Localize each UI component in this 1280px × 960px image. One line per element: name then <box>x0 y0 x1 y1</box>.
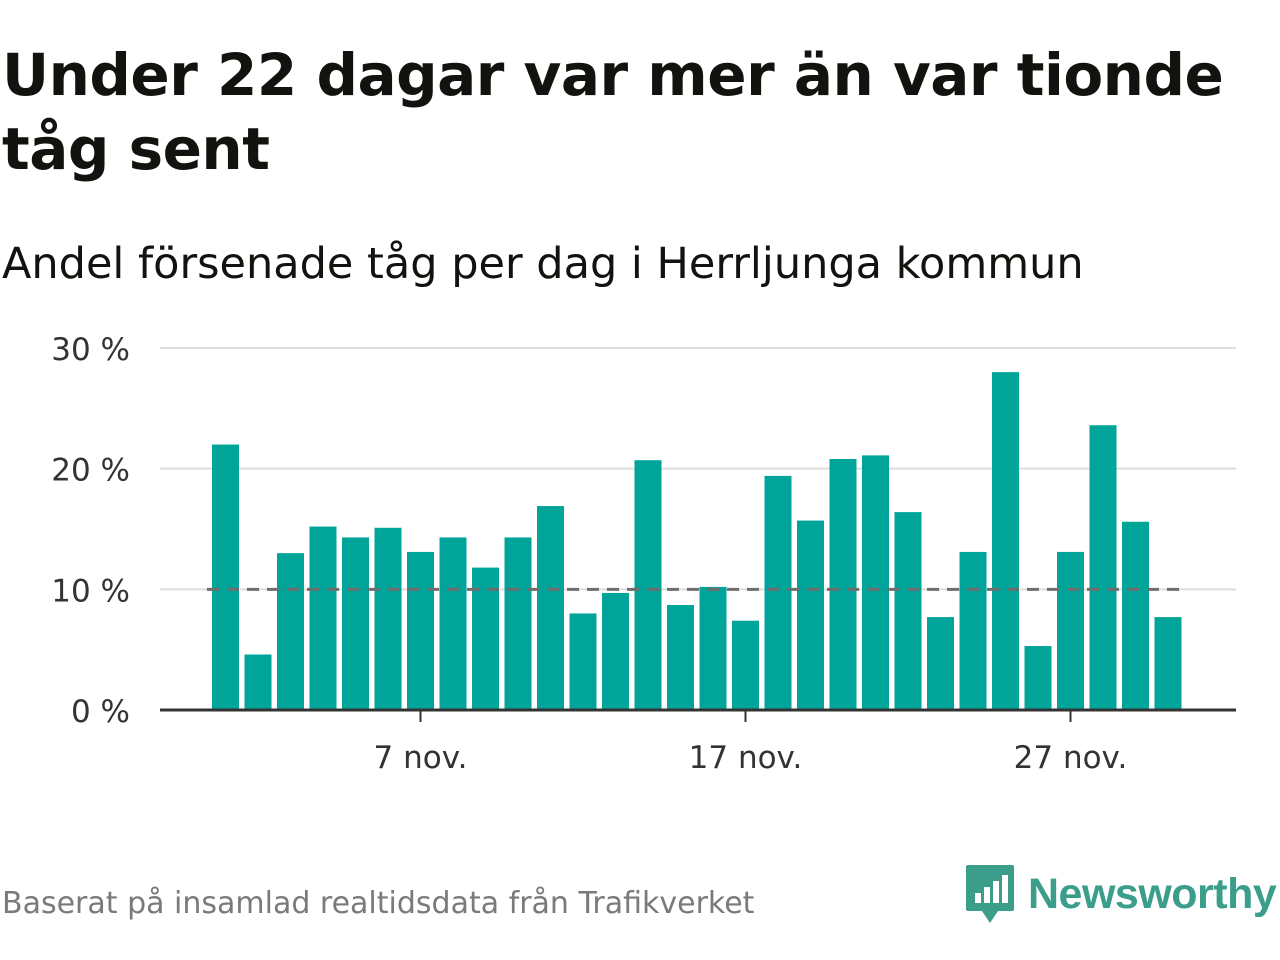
bar <box>342 537 369 710</box>
axes: 0 % 10 % 20 % 30 % 7 nov. 17 nov. 27 nov. <box>51 332 1236 776</box>
newsworthy-logo-icon <box>966 865 1014 923</box>
bar <box>634 460 662 710</box>
bar <box>829 459 857 710</box>
bar <box>277 553 304 710</box>
x-tick-label: 17 nov. <box>689 740 803 776</box>
bars <box>212 372 1182 710</box>
bar <box>1057 551 1084 710</box>
bar <box>537 506 564 710</box>
bar <box>764 475 792 710</box>
bar <box>504 537 532 710</box>
brand-name: Newsworthy <box>1028 869 1277 918</box>
bar <box>309 526 337 710</box>
brand[interactable]: Newsworthy <box>964 862 1277 926</box>
bar <box>1024 646 1052 710</box>
y-tick-label: 10 % <box>51 573 130 609</box>
chart-subtitle: Andel försenade tåg per dag i Herrljunga… <box>2 239 1084 289</box>
bar <box>212 444 239 710</box>
y-tick-label: 30 % <box>51 332 130 368</box>
bar <box>862 455 889 710</box>
bar <box>439 537 467 710</box>
bar <box>1122 521 1149 710</box>
source-note: Baserat på insamlad realtidsdata från Tr… <box>2 886 755 921</box>
bar <box>699 586 727 710</box>
bar <box>992 372 1019 710</box>
chart-title: Under 22 dagar var mer än var tionde tåg… <box>2 41 1224 183</box>
bar <box>244 654 272 710</box>
x-tick-label: 7 nov. <box>374 740 468 776</box>
bar <box>569 613 597 710</box>
x-tick-label: 27 nov. <box>1014 740 1128 776</box>
bar <box>1154 617 1182 710</box>
bar <box>927 617 954 710</box>
bar <box>602 592 629 710</box>
bar <box>407 551 434 710</box>
bar <box>894 512 922 710</box>
bar <box>374 527 402 710</box>
bar <box>667 605 694 710</box>
y-tick-label: 0 % <box>71 694 130 730</box>
y-tick-label: 20 % <box>51 453 130 489</box>
bar <box>797 520 824 710</box>
bar <box>1089 425 1117 710</box>
bar <box>472 567 499 710</box>
bar <box>959 551 987 710</box>
bar <box>732 620 759 710</box>
